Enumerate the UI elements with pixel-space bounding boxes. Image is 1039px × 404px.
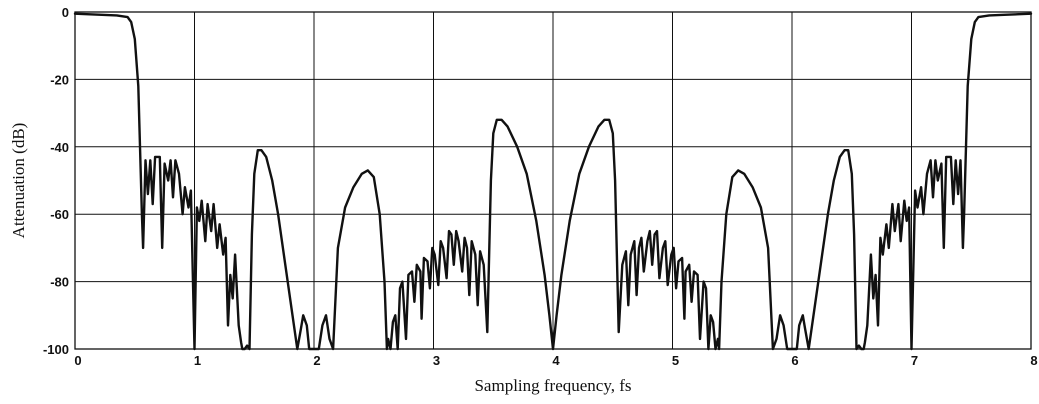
- x-axis-label: Sampling frequency, fs: [474, 376, 631, 395]
- y-tick-label: -100: [43, 342, 69, 357]
- y-tick-label: -40: [50, 140, 69, 155]
- x-tick-label: 6: [791, 353, 798, 368]
- x-tick-label: 2: [313, 353, 320, 368]
- x-tick-label: 4: [552, 353, 560, 368]
- x-tick-label: 0: [74, 353, 81, 368]
- y-tick-label: -20: [50, 72, 69, 87]
- y-axis-label: Attenuation (dB): [9, 123, 28, 239]
- y-tick-label: 0: [62, 5, 69, 20]
- y-tick-label: -80: [50, 275, 69, 290]
- x-tick-label: 8: [1030, 353, 1037, 368]
- y-tick-label: -60: [50, 207, 69, 222]
- grid-layer: [75, 12, 1031, 349]
- plot-frame: [74, 11, 1032, 350]
- tick-labels: 0 1 2 3 4 5 6 7 8 0 -20 -40 -60 -80 -100: [43, 5, 1038, 368]
- plot-border: [74, 11, 1032, 350]
- x-tick-label: 3: [433, 353, 440, 368]
- x-tick-label: 5: [672, 353, 679, 368]
- x-tick-label: 7: [911, 353, 918, 368]
- x-tick-label: 1: [194, 353, 201, 368]
